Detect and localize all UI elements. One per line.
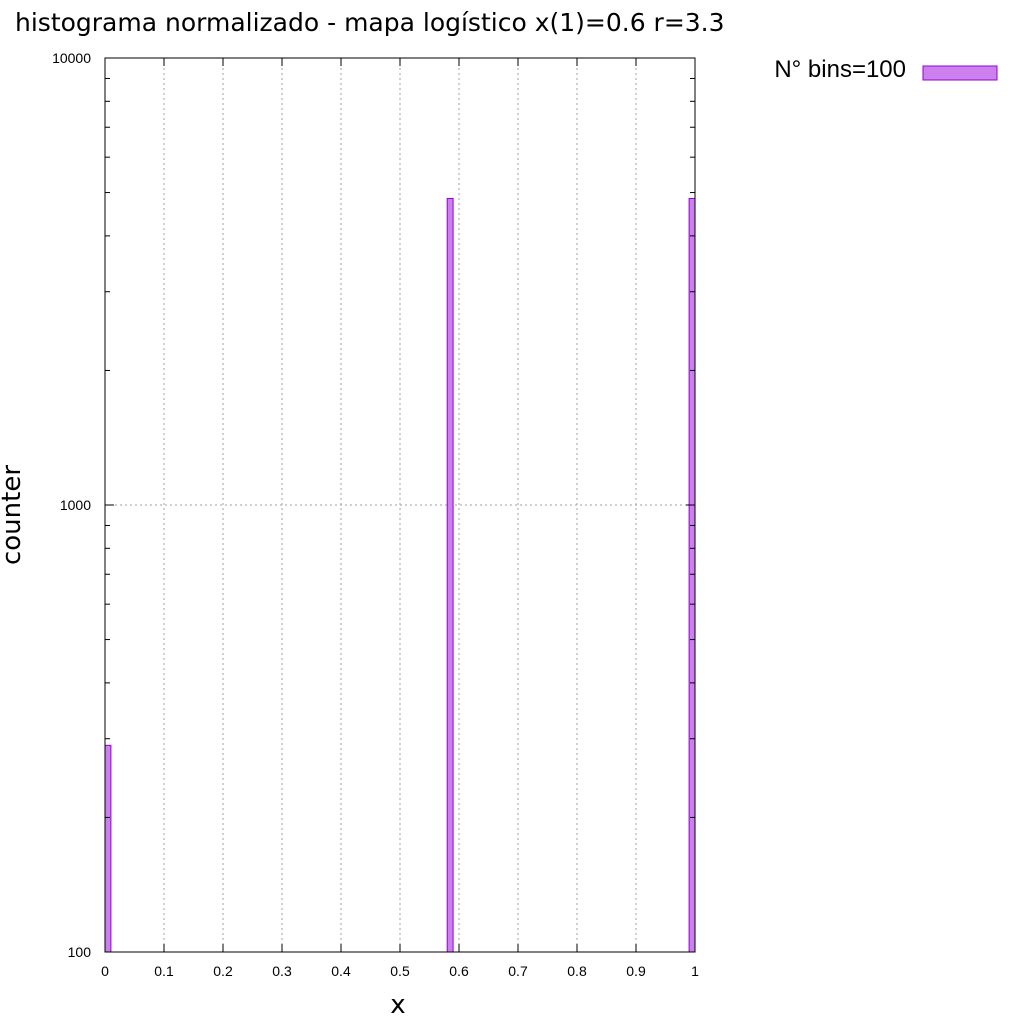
histogram-bar xyxy=(446,197,454,953)
x-tick-label: 0 xyxy=(101,963,109,979)
x-tick-label: 0.7 xyxy=(508,963,528,979)
legend: N° bins=100 xyxy=(774,56,998,83)
histogram-bar xyxy=(688,197,696,953)
x-tick-label: 0.6 xyxy=(449,963,469,979)
x-axis-label: x xyxy=(390,990,405,1020)
x-tick-label: 0.9 xyxy=(626,963,646,979)
x-tick-label: 0.5 xyxy=(390,963,410,979)
y-tick-label: 10000 xyxy=(52,50,91,66)
x-tick-label: 0.1 xyxy=(154,963,174,979)
legend-label: N° bins=100 xyxy=(774,56,906,83)
x-tick-label: 1 xyxy=(691,963,699,979)
legend-swatch xyxy=(922,65,998,81)
y-tick-label: 100 xyxy=(68,944,92,960)
y-axis-label: counter xyxy=(0,465,27,565)
x-tick-label: 0.8 xyxy=(567,963,587,979)
grid-lines xyxy=(105,58,695,952)
y-tick-label: 1000 xyxy=(60,497,91,513)
axis-ticks: 0 0.1 0.2 0.3 0.4 0.5 0.6 0.7 0.8 0.9 1 100 1000 1000… xyxy=(52,50,699,979)
x-tick-label: 0.4 xyxy=(331,963,351,979)
x-tick-label: 0.3 xyxy=(272,963,292,979)
histogram-bar xyxy=(104,744,112,953)
chart-title: histograma normalizado - mapa logístico … xyxy=(15,8,725,37)
x-tick-label: 0.2 xyxy=(213,963,233,979)
